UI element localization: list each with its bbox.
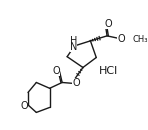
Text: O: O: [117, 34, 125, 44]
Text: O: O: [53, 66, 60, 76]
Text: O: O: [104, 19, 112, 29]
Text: O: O: [73, 78, 80, 88]
Text: HCl: HCl: [99, 66, 118, 76]
Text: CH₃: CH₃: [132, 35, 148, 44]
Text: O: O: [20, 101, 28, 111]
Text: N: N: [70, 42, 77, 52]
Text: H: H: [70, 36, 77, 46]
